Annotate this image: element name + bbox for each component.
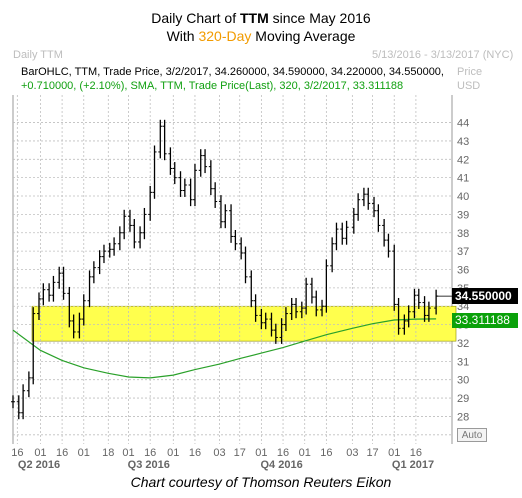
chart-credit: Chart courtesy of Thomson Reuters Eikon — [130, 474, 392, 490]
sma-line — [12, 318, 437, 379]
x-tick-label: 16 — [56, 447, 68, 459]
x-tick-label: 16 — [144, 447, 156, 459]
sma-value-badge: 33.311188 — [452, 313, 518, 328]
chart-title-line2: With 320-Day Moving Average — [0, 28, 522, 44]
x-tick-label: 01 — [299, 447, 311, 459]
y-tick-label: 28 — [457, 411, 469, 423]
highlight-band — [31, 305, 457, 342]
x-tick-label: 16 — [189, 447, 201, 459]
legend-sma: +0.710000, (+2.10%), SMA, TTM, Trade Pri… — [21, 80, 404, 92]
period-label: Q1 2017 — [392, 459, 434, 471]
y-tick-label: 36 — [457, 265, 469, 277]
price-axis-label: Price — [457, 66, 483, 78]
subtitle-prefix: With — [166, 28, 199, 44]
y-tick-label: 40 — [457, 191, 469, 203]
x-tick-label: 16 — [11, 447, 23, 459]
subtitle-suffix: Moving Average — [251, 28, 356, 44]
y-tick-label: 34 — [457, 301, 469, 313]
x-tick-label: 03 — [346, 447, 358, 459]
period-label: Q3 2016 — [128, 459, 170, 471]
x-tick-label: 18 — [102, 447, 114, 459]
period-label: Q2 2016 — [18, 459, 60, 471]
chart-header-date-range: 5/13/2016 - 3/13/2017 (NYC) — [372, 49, 514, 61]
y-tick-label: 39 — [457, 209, 469, 221]
x-tick-label: 16 — [320, 447, 332, 459]
y-tick-label: 41 — [457, 173, 469, 185]
y-tick-label: 31 — [457, 356, 469, 368]
period-label: Q4 2016 — [260, 459, 302, 471]
x-tick-label: 01 — [167, 447, 179, 459]
x-tick-label: 17 — [234, 447, 246, 459]
y-tick-label: 42 — [457, 154, 469, 166]
x-tick-label: 01 — [34, 447, 46, 459]
y-tick-label: 30 — [457, 375, 469, 387]
x-tick-label: 17 — [366, 447, 378, 459]
subtitle-highlight: 320-Day — [198, 28, 252, 44]
auto-scale-button[interactable]: Auto — [457, 428, 487, 442]
x-tick-label: 01 — [122, 447, 134, 459]
x-tick-label: 01 — [388, 447, 400, 459]
y-tick-label: 44 — [457, 118, 469, 130]
x-tick-label: 16 — [410, 447, 422, 459]
last-price-badge: 34.550000 — [452, 288, 518, 304]
currency-label: USD — [457, 80, 481, 92]
chart-header-label: Daily TTM — [13, 49, 63, 61]
title-ticker: TTM — [239, 10, 269, 26]
title-prefix: Daily Chart of — [151, 10, 240, 26]
x-tick-label: 01 — [78, 447, 90, 459]
x-tick-label: 16 — [277, 447, 289, 459]
x-tick-label: 01 — [255, 447, 267, 459]
x-tick-label: 03 — [213, 447, 225, 459]
y-tick-label: 37 — [457, 246, 469, 258]
y-tick-label: 32 — [457, 338, 469, 350]
y-tick-label: 29 — [457, 393, 469, 405]
legend-ohlc: BarOHLC, TTM, Trade Price, 3/2/2017, 34.… — [21, 66, 444, 78]
chart-title-line1: Daily Chart of TTM since May 2016 — [0, 10, 522, 26]
y-tick-label: 43 — [457, 136, 469, 148]
y-tick-label: 38 — [457, 228, 469, 240]
title-suffix: since May 2016 — [268, 10, 371, 26]
